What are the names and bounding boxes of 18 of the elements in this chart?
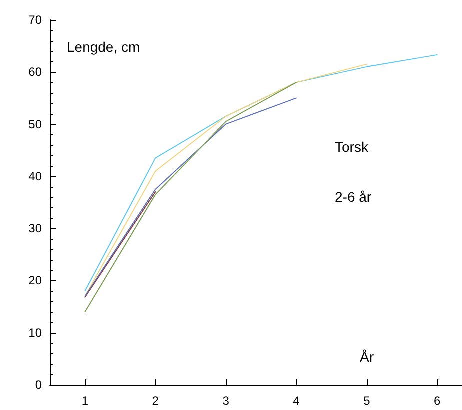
x-tick-label: 2 [152, 394, 160, 408]
y-tick-label: 0 [35, 378, 42, 392]
y-tick-label: 20 [28, 274, 42, 288]
annotation: Torsk [335, 139, 370, 155]
y-tick-label: 40 [28, 169, 42, 184]
x-tick-label: 6 [434, 394, 442, 408]
y-tick-label: 30 [28, 222, 42, 236]
y-axis-title: Lengde, cm [67, 39, 140, 55]
x-tick-label: 5 [364, 394, 371, 408]
x-tick-label: 1 [82, 394, 89, 408]
y-tick-label: 70 [28, 13, 42, 27]
x-tick-label: 3 [222, 394, 230, 408]
x-tick-label: 4 [293, 394, 300, 408]
x-axis-title: År [360, 349, 374, 365]
y-tick-label: 10 [28, 326, 42, 340]
y-tick-label: 60 [28, 65, 42, 80]
y-tick-label: 50 [28, 117, 42, 132]
annotation: 2-6 år [335, 189, 372, 205]
